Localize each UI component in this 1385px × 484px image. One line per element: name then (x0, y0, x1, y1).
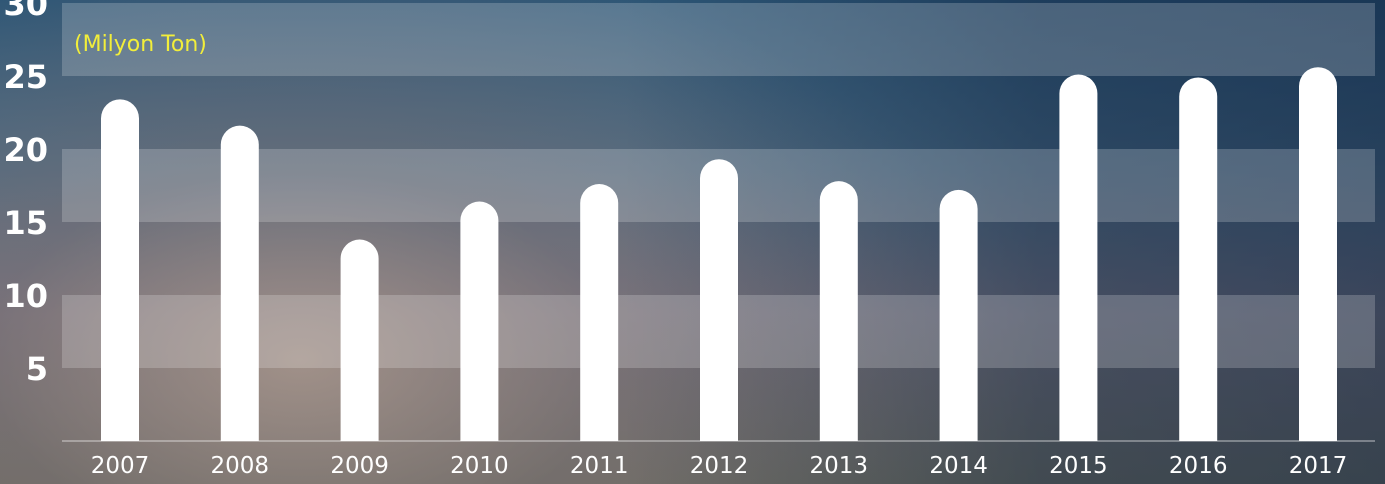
bar-2014 (939, 189, 978, 441)
x-tick-label: 2010 (450, 453, 509, 479)
x-tick-label: 2008 (211, 453, 270, 479)
y-tick-label: 5 (26, 350, 48, 388)
bar-2012 (700, 159, 738, 441)
y-tick-label: 30 (3, 0, 48, 23)
x-tick-label: 2011 (570, 453, 629, 479)
x-tick-label: 2014 (929, 453, 988, 479)
x-tick-label: 2013 (810, 453, 869, 479)
x-tick-label: 2012 (690, 453, 749, 479)
bar-2015 (1059, 74, 1098, 441)
bar-2016 (1179, 77, 1218, 441)
y-tick-label: 15 (3, 204, 48, 242)
x-tick-label: 2007 (91, 453, 150, 479)
y-tick-label: 10 (3, 277, 48, 315)
bar-2011 (580, 184, 619, 442)
y-tick-label: 20 (3, 131, 48, 169)
bar-2017 (1299, 67, 1337, 442)
unit-label: (Milyon Ton) (74, 32, 207, 57)
bar-2013 (819, 181, 858, 442)
x-tick-label: 2009 (330, 453, 389, 479)
grid-band (62, 3, 1375, 76)
bar-2009 (340, 239, 379, 441)
x-tick-label: 2017 (1289, 453, 1348, 479)
y-axis-ticks: 5 10 15 20 25 30 (3, 0, 48, 388)
bar-2008 (220, 125, 259, 441)
bars (101, 67, 1337, 442)
x-axis-ticks: 2007 2008 2009 2010 2011 2012 2013 2014 2015 2016… (91, 453, 1348, 479)
bar-2007 (101, 99, 139, 442)
y-tick-label: 25 (3, 58, 48, 96)
x-tick-label: 2015 (1049, 453, 1108, 479)
x-tick-label: 2016 (1169, 453, 1228, 479)
bar-2010 (460, 201, 499, 441)
